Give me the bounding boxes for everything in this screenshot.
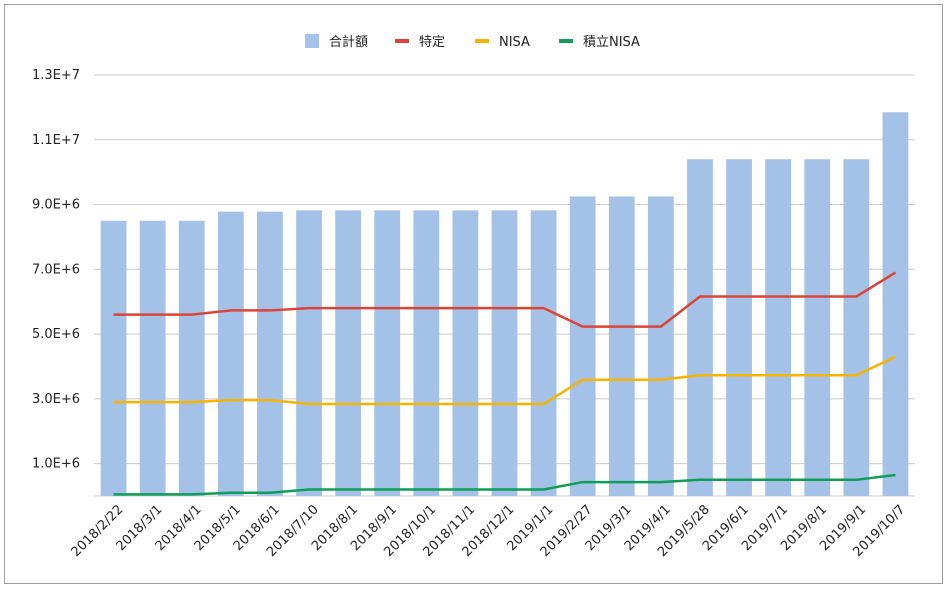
bar[interactable] <box>687 159 713 496</box>
bar[interactable] <box>257 211 283 496</box>
bar[interactable] <box>100 220 127 496</box>
legend-label[interactable]: 合計額 <box>329 34 368 50</box>
y-tick-label: 9.0E+6 <box>32 198 80 213</box>
bar[interactable] <box>608 196 635 496</box>
bar-series <box>100 112 909 497</box>
bar[interactable] <box>726 159 752 496</box>
bar[interactable] <box>765 159 792 496</box>
y-axis-ticks: 1.0E+6 3.0E+6 5.0E+6 7.0E+6 9.0E+6 1.1E+7 1.3E… <box>32 68 80 472</box>
bar[interactable] <box>452 210 479 497</box>
legend-swatch <box>395 39 409 43</box>
bar[interactable] <box>882 112 909 496</box>
bar[interactable] <box>491 210 518 497</box>
bar[interactable] <box>843 159 870 496</box>
legend-label[interactable]: 積立NISA <box>583 35 640 50</box>
bar[interactable] <box>296 210 322 497</box>
bar[interactable] <box>335 210 362 497</box>
bar[interactable] <box>217 211 244 496</box>
x-axis-ticks: 2018/2/222018/3/12018/4/12018/5/12018/6/… <box>69 502 909 560</box>
bar[interactable] <box>804 159 831 496</box>
bar[interactable] <box>139 220 166 496</box>
y-tick-label: 5.0E+6 <box>32 327 80 342</box>
legend-label[interactable]: NISA <box>499 35 530 50</box>
x-tick-label: 2018/2/22 <box>69 502 127 560</box>
y-tick-label: 1.0E+6 <box>32 457 80 472</box>
y-tick-label: 1.1E+7 <box>32 133 80 148</box>
bar[interactable] <box>178 220 205 496</box>
legend-swatch <box>559 39 573 43</box>
bar[interactable] <box>413 210 440 497</box>
bar[interactable] <box>530 210 557 497</box>
legend-label[interactable]: 特定 <box>419 35 445 50</box>
bar[interactable] <box>647 196 674 496</box>
legend-swatch <box>475 39 489 43</box>
bar[interactable] <box>569 196 596 496</box>
line-series <box>113 271 897 496</box>
series-line[interactable] <box>113 473 896 496</box>
y-tick-label: 1.3E+7 <box>32 68 80 83</box>
legend-swatch <box>305 34 319 48</box>
series-line[interactable] <box>113 355 896 406</box>
y-tick-label: 7.0E+6 <box>32 262 80 277</box>
series-line[interactable] <box>113 271 897 328</box>
legend: 合計額 特定 NISA 積立NISA <box>305 34 640 50</box>
y-tick-label: 3.0E+6 <box>32 392 80 407</box>
bar[interactable] <box>374 210 401 497</box>
